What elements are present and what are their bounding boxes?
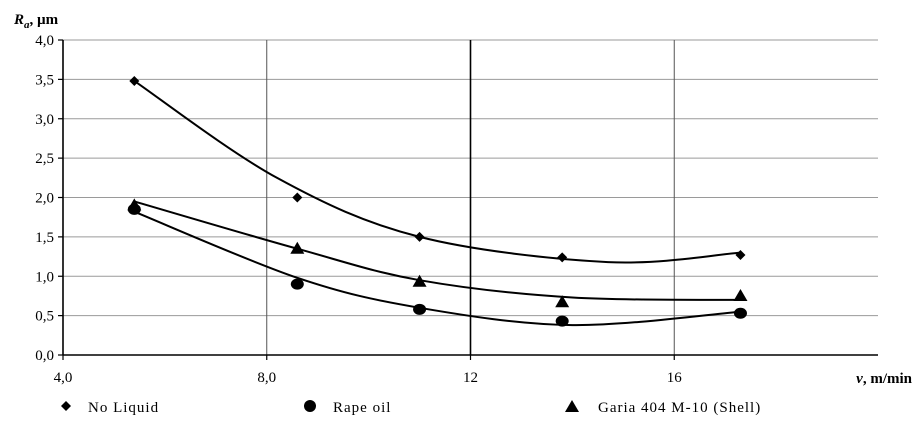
circle-icon	[304, 400, 316, 412]
data-point-triangle-1	[290, 241, 305, 254]
x-axis-title: v, m/min	[856, 371, 912, 387]
y-tick-label-2: 1,0	[35, 269, 54, 285]
y-tick-label-8: 4,0	[35, 33, 54, 49]
x-axis-unit: , m/min	[863, 371, 913, 387]
data-point-circle-1	[290, 278, 304, 290]
y-tick-label-4: 2,0	[35, 191, 54, 207]
trend-lines	[133, 80, 741, 327]
data-point-diamond-3	[557, 252, 568, 263]
legend-item-garia: Garia 404 M-10 (Shell)	[565, 400, 761, 416]
x-tick-label-0: 4,0	[54, 370, 73, 386]
data-point-diamond-0	[129, 75, 140, 86]
axes	[58, 39, 878, 360]
data-point-triangle-2	[412, 274, 427, 287]
data-point-diamond-4	[735, 249, 746, 260]
y-axis-title: Ra, µm	[13, 12, 59, 31]
y-tick-label-3: 1,5	[35, 230, 54, 246]
data-point-circle-2	[413, 303, 427, 315]
data-point-diamond-2	[414, 231, 425, 242]
y-tick-label-7: 3,5	[35, 72, 54, 88]
data-point-diamond-1	[292, 192, 303, 203]
data-point-triangle-0	[127, 198, 142, 211]
legend-label-rape-oil: Rape oil	[333, 400, 391, 416]
grid	[63, 39, 878, 355]
y-tick-label-0: 0,0	[35, 348, 54, 364]
x-tick-label-1: 8,0	[257, 370, 276, 386]
y-tick-label-6: 3,0	[35, 112, 54, 128]
legend-label-garia: Garia 404 M-10 (Shell)	[598, 400, 761, 416]
y-tick-label-1: 0,5	[35, 309, 54, 325]
x-tick-label-2: 12	[463, 370, 478, 386]
legend-label-no-liquid: No Liquid	[88, 400, 159, 416]
y-axis-unit: , µm	[30, 12, 59, 28]
data-point-triangle-4	[733, 288, 748, 301]
diamond-icon	[61, 401, 71, 411]
legend-item-no-liquid: No Liquid	[61, 400, 159, 416]
y-tick-label-5: 2,5	[35, 151, 54, 167]
data-points	[127, 75, 748, 327]
triangle-icon	[565, 400, 579, 412]
trend-line-diamond	[133, 80, 741, 264]
x-axis-symbol: v	[856, 371, 863, 387]
y-axis-subscript: a	[24, 19, 30, 31]
tick-labels: 0,0 0,5 1,0 1,5 2,0 2,5 3,0 3,5 4,0 4,0 8,0 12 16	[35, 33, 682, 386]
x-tick-label-3: 16	[667, 370, 683, 386]
legend-item-rape-oil: Rape oil	[304, 400, 391, 416]
data-point-circle-4	[733, 307, 747, 319]
legend: No Liquid Rape oil Garia 404 M-10 (Shell…	[61, 400, 761, 416]
y-axis-symbol: R	[13, 12, 24, 28]
data-point-triangle-3	[555, 295, 570, 308]
data-point-circle-3	[555, 315, 569, 327]
